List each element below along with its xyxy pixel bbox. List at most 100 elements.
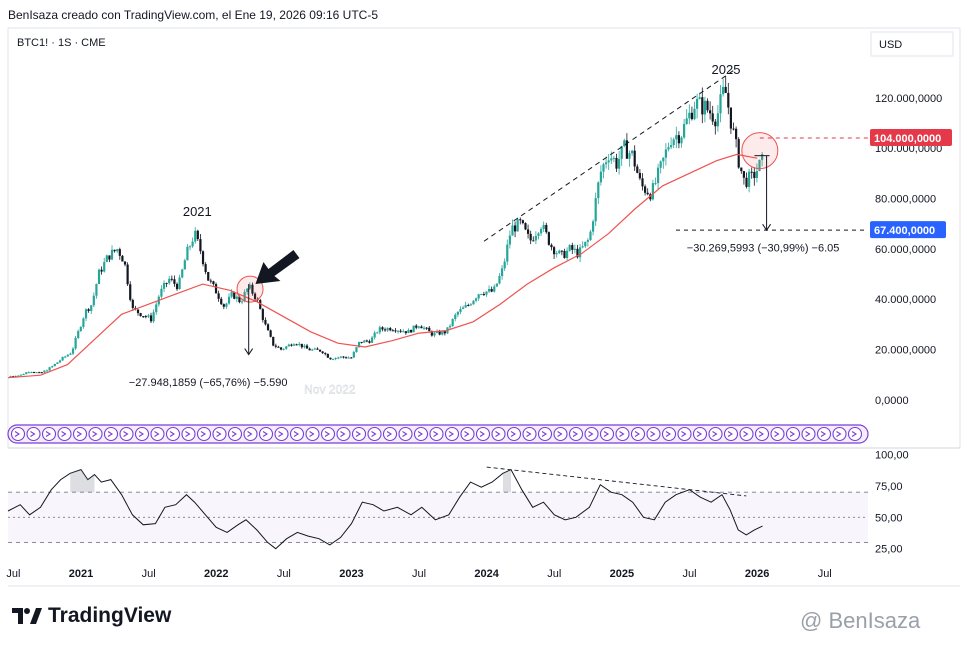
candle-body	[706, 100, 709, 111]
session-marker-chevron	[479, 431, 486, 437]
x-axis-tick-label: 2022	[204, 568, 228, 580]
session-marker-chevron	[774, 431, 780, 437]
candle-body	[311, 349, 314, 351]
currency-box[interactable]	[870, 31, 954, 57]
price-axis-tick-label: 100.000,0000	[875, 143, 942, 155]
candle-body	[415, 325, 418, 328]
candle-body	[633, 150, 636, 167]
label-2025: 2025	[712, 62, 741, 77]
candle-body	[448, 325, 452, 328]
candle-body	[724, 86, 727, 93]
session-marker-chevron	[185, 431, 191, 437]
session-marker-chevron	[820, 431, 827, 437]
candle-body	[435, 331, 439, 333]
target-low-badge	[870, 221, 946, 239]
candle-body	[378, 327, 381, 333]
candle-body	[152, 312, 155, 322]
candle-body	[620, 146, 623, 159]
candle-body	[266, 324, 270, 331]
candle-body	[9, 376, 12, 378]
candle-body	[740, 167, 743, 172]
tradingview-logo: TradingView	[12, 604, 171, 628]
candle-body	[313, 348, 316, 350]
session-marker-chevron	[216, 431, 222, 437]
session-marker-chevron	[758, 431, 765, 437]
session-marker-chevron	[262, 431, 269, 437]
candle-body	[498, 275, 501, 284]
candle-body	[727, 92, 730, 108]
price-axis-tick-label: 40.000,0000	[875, 294, 936, 306]
session-marker-chevron	[417, 431, 424, 437]
candle-body	[360, 341, 363, 343]
candle-body	[659, 161, 662, 168]
candle-body	[90, 305, 93, 311]
candle-body	[69, 353, 72, 355]
session-marker-chevron	[743, 431, 749, 437]
candle-body	[350, 357, 353, 359]
candle-body	[454, 314, 457, 320]
author-watermark: @ BenIsaza	[800, 608, 921, 633]
attribution-text: BenIsaza creado con TradingView.com, el …	[8, 8, 378, 22]
candle-body	[238, 296, 241, 303]
candle-body	[298, 343, 301, 345]
rsi-axis-tick-label: 75,00	[875, 481, 903, 493]
symbol-label[interactable]: BTC1! · 1S · CME	[17, 37, 106, 49]
candle-body	[526, 229, 530, 234]
candle-body	[612, 157, 615, 159]
candle-body	[578, 247, 582, 258]
candle-body	[422, 327, 426, 329]
rsi-axis-tick-label: 25,00	[875, 544, 903, 556]
candle-body	[433, 332, 436, 336]
candle-body	[178, 277, 181, 290]
candle-body	[703, 100, 707, 115]
session-marker-chevron	[123, 431, 129, 437]
candle-body	[636, 166, 639, 173]
candle-body	[40, 372, 43, 374]
candle-body	[100, 269, 103, 272]
session-marker-chevron	[45, 431, 52, 437]
candle-body	[521, 220, 524, 224]
candle-body	[573, 248, 576, 250]
candle-body	[513, 225, 517, 232]
moving-average-line	[7, 153, 758, 379]
candle-body	[761, 154, 764, 160]
session-marker-chevron	[324, 431, 331, 437]
candle-body	[576, 248, 579, 258]
candle-body	[654, 183, 657, 185]
currency-label[interactable]: USD	[879, 39, 902, 51]
candle-body	[451, 319, 454, 326]
candle-body	[409, 329, 413, 333]
candle-body	[222, 304, 225, 307]
session-marker-chevron	[76, 431, 83, 437]
candle-body	[610, 158, 613, 161]
highlight-circle-2026	[741, 132, 779, 170]
candle-body	[308, 348, 311, 351]
candle-body	[672, 139, 675, 146]
candle-body	[568, 245, 571, 251]
candle-body	[389, 328, 392, 331]
candle-body	[383, 329, 387, 331]
candle-body	[376, 332, 379, 334]
candle-body	[370, 337, 374, 343]
session-marker-chevron	[154, 431, 160, 437]
session-marker-chevron	[448, 431, 455, 437]
candle-body	[337, 357, 340, 359]
candle-body	[508, 235, 511, 245]
price-axis-tick-label: 120.000,0000	[875, 93, 942, 105]
candle-body	[110, 249, 114, 260]
candle-body	[365, 340, 368, 342]
candle-body	[519, 219, 522, 221]
candle-body	[472, 300, 475, 305]
candle-body	[51, 366, 54, 368]
rsi-axis-tick-label: 50,00	[875, 512, 903, 524]
candle-body	[246, 288, 249, 292]
candle-body	[66, 354, 69, 357]
candle-body	[643, 186, 647, 193]
session-marker-chevron	[526, 431, 532, 437]
candle-body	[108, 255, 111, 260]
candle-body	[227, 296, 231, 304]
candle-body	[391, 330, 394, 332]
candle-body	[420, 326, 423, 329]
candle-body	[716, 113, 720, 127]
